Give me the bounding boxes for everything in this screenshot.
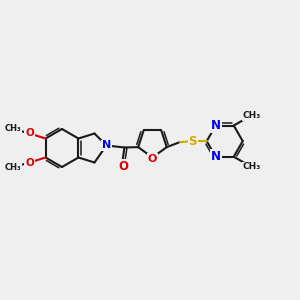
Text: N: N: [102, 140, 111, 151]
Text: CH₃: CH₃: [4, 163, 21, 172]
Text: CH₃: CH₃: [243, 162, 261, 171]
Text: CH₃: CH₃: [243, 111, 261, 120]
Text: CH₃: CH₃: [4, 124, 21, 133]
Text: N: N: [211, 119, 221, 132]
Text: N: N: [211, 150, 221, 163]
Text: O: O: [148, 154, 157, 164]
Text: O: O: [118, 160, 128, 173]
Text: S: S: [188, 135, 197, 148]
Text: O: O: [25, 158, 34, 167]
Text: O: O: [25, 128, 34, 139]
